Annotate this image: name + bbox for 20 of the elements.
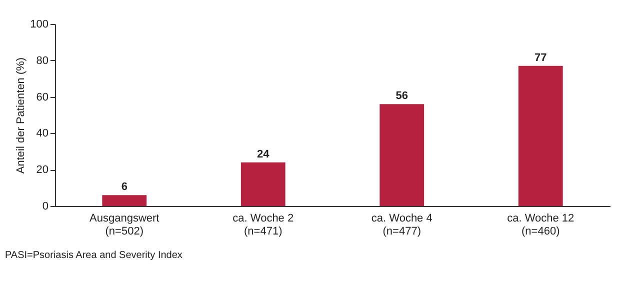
- x-tick-label: ca. Woche 12 (n=460): [507, 212, 574, 238]
- bar: [518, 66, 563, 206]
- y-tick-label: 80: [36, 54, 48, 67]
- y-axis-title: Anteil der Patienten (%): [15, 57, 28, 174]
- data-label: 6: [121, 181, 128, 194]
- y-tick-label: 40: [36, 128, 48, 140]
- bar: [240, 162, 286, 206]
- x-tick-label: Ausgangswert (n=502): [90, 212, 160, 238]
- y-tick-label: 60: [36, 91, 48, 104]
- data-label: 77: [534, 52, 547, 64]
- bar: [102, 195, 147, 206]
- data-label: 24: [257, 148, 270, 160]
- x-tick-label: ca. Woche 2 (n=471): [232, 212, 294, 238]
- y-tick-label: 100: [30, 18, 48, 30]
- y-tick-label: 0: [42, 200, 48, 212]
- y-tick-label: 20: [36, 164, 48, 176]
- data-label: 56: [396, 90, 408, 102]
- bar: [380, 104, 424, 206]
- text: PASI=Psoriasis Area and Severity Index: [5, 250, 182, 261]
- x-tick-label: ca. Woche 4 (n=477): [371, 212, 432, 238]
